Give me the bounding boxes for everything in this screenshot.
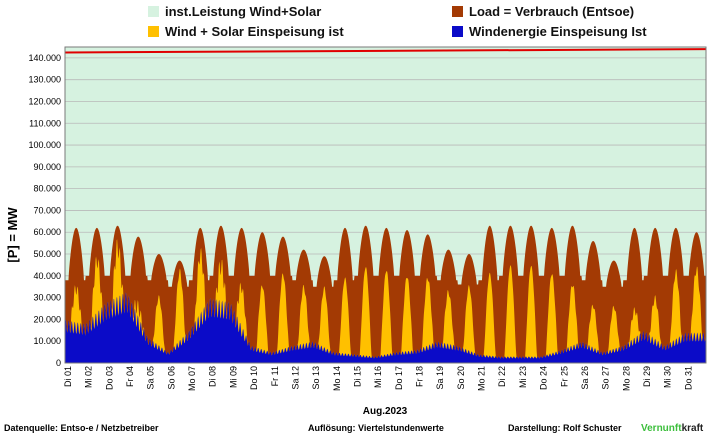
y-tick-label: 0 [56, 358, 61, 368]
x-tick-label: Mo 28 [621, 366, 631, 391]
x-tick-label: Sa 12 [290, 366, 300, 390]
x-tick-label: Di 29 [642, 366, 652, 387]
x-tick-label: So 20 [456, 366, 466, 390]
brand-part-b: kraft [682, 423, 704, 434]
y-tick-label: 140.000 [28, 53, 61, 63]
x-tick-label: Do 03 [104, 366, 114, 390]
x-tick-label: Do 31 [683, 366, 693, 390]
plot-frame [64, 46, 707, 364]
x-tick-label: Mi 09 [228, 366, 238, 388]
brand-part-a: Vernunft [641, 423, 682, 434]
legend-label-load: Load = Verbrauch (Entsoe) [469, 4, 634, 19]
legend-swatch-installed [148, 6, 159, 17]
x-tick-label: Sa 19 [435, 366, 445, 390]
y-axis-label: [P] = MW [5, 207, 20, 263]
x-tick-label: Mi 23 [518, 366, 528, 388]
y-tick-label: 110.000 [29, 118, 61, 128]
legend-swatch-wind [452, 26, 463, 37]
legend: inst.Leistung Wind+Solar Wind + Solar Ei… [148, 4, 647, 39]
y-tick-label: 100.000 [28, 140, 61, 150]
footer-resolution: Auflösung: Viertelstundenwerte [308, 423, 444, 433]
y-axis-ticks: 0 10.000 20.000 30.000 40.000 50.000 60.000 70.… [28, 53, 61, 368]
x-tick-label: Do 24 [539, 366, 549, 390]
x-tick-label: Fr 04 [125, 366, 135, 387]
x-tick-label: Sa 05 [146, 366, 156, 390]
x-tick-label: Mi 02 [84, 366, 94, 388]
y-tick-label: 80.000 [33, 184, 61, 194]
y-tick-label: 20.000 [33, 314, 61, 324]
x-tick-label: Di 22 [497, 366, 507, 387]
x-tick-label: Sa 26 [580, 366, 590, 390]
x-tick-label: Di 15 [352, 366, 362, 387]
x-axis-ticks: Di 01 Mi 02 Do 03 Fr 04 Sa 05 So 06 Mo 07 Di 08… [63, 366, 693, 391]
y-tick-label: 60.000 [33, 227, 61, 237]
y-tick-label: 70.000 [33, 205, 61, 215]
brand-logo: Vernunftkraft [641, 423, 704, 434]
legend-label-installed: inst.Leistung Wind+Solar [165, 4, 321, 19]
x-tick-label: Do 17 [394, 366, 404, 390]
y-tick-label: 40.000 [33, 271, 61, 281]
legend-swatch-windsolar [148, 26, 159, 37]
legend-label-windsolar: Wind + Solar Einspeisung ist [165, 24, 344, 39]
wind-area [65, 292, 706, 363]
x-tick-label: Do 10 [249, 366, 259, 390]
y-tick-label: 130.000 [28, 75, 61, 85]
legend-label-wind: Windenergie Einspeisung Ist [469, 24, 647, 39]
x-tick-label: So 27 [601, 366, 611, 390]
x-tick-label: So 06 [166, 366, 176, 390]
x-tick-label: Mo 07 [187, 366, 197, 391]
x-tick-label: Mi 30 [663, 366, 673, 388]
x-tick-label: Mi 16 [373, 366, 383, 388]
x-tick-label: Di 01 [63, 366, 73, 387]
x-tick-label: Mo 14 [332, 366, 342, 391]
x-tick-label: Di 08 [208, 366, 218, 387]
y-tick-label: 10.000 [33, 336, 61, 346]
x-tick-label: Fr 18 [415, 366, 425, 387]
x-tick-label: Fr 25 [559, 366, 569, 387]
x-tick-label: Fr 11 [270, 366, 280, 386]
footer-source: Datenquelle: Entso-e / Netzbetreiber [4, 423, 159, 433]
x-tick-label: So 13 [311, 366, 321, 390]
y-tick-label: 120.000 [28, 96, 61, 106]
x-axis-label: Aug.2023 [363, 406, 408, 417]
y-tick-label: 50.000 [33, 249, 61, 259]
footer-author: Darstellung: Rolf Schuster [508, 423, 622, 433]
installed-capacity-line [64, 48, 707, 54]
x-tick-label: Mo 21 [477, 366, 487, 391]
y-tick-label: 30.000 [33, 293, 61, 303]
legend-swatch-load [452, 6, 463, 17]
y-tick-label: 90.000 [33, 162, 61, 172]
